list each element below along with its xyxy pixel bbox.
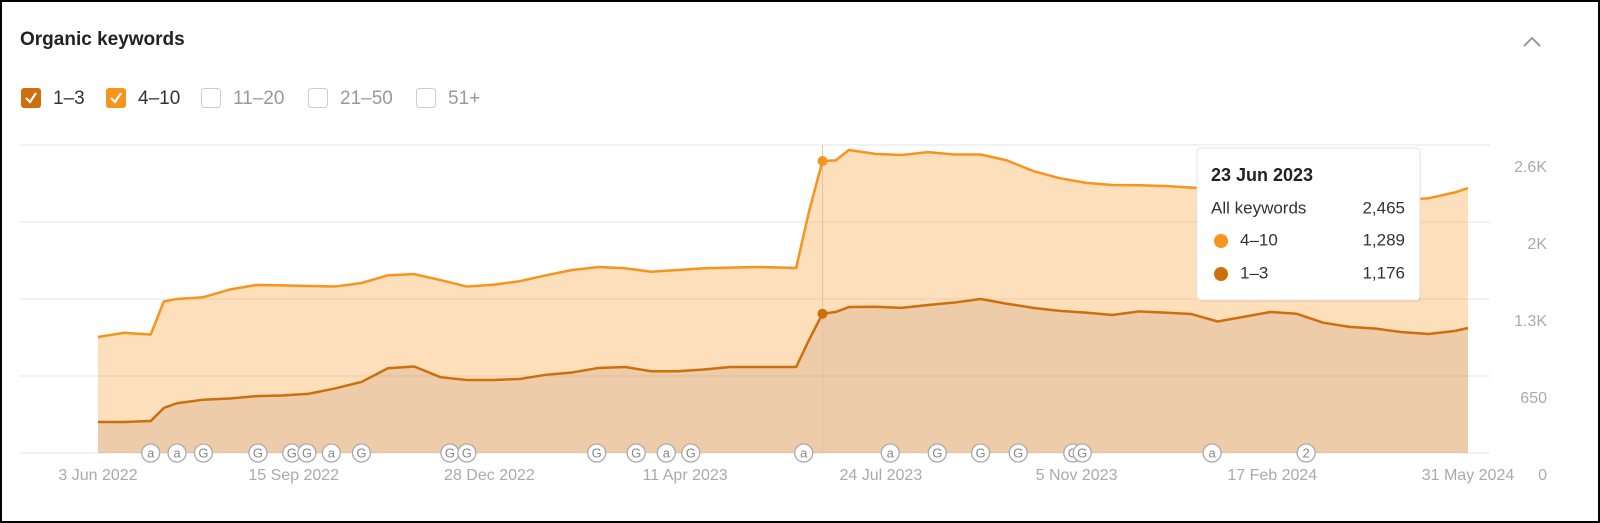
annotation-label: a bbox=[887, 445, 895, 460]
tooltip-swatch bbox=[1214, 234, 1228, 248]
annotation-label: G bbox=[1077, 445, 1087, 460]
tooltip-label: 1–3 bbox=[1240, 263, 1268, 282]
annotation-label: G bbox=[302, 445, 312, 460]
y-tick-label: 1.3K bbox=[1514, 313, 1547, 330]
collapse-button[interactable] bbox=[1523, 36, 1541, 47]
annotation-label: G bbox=[976, 445, 986, 460]
annotation-marker[interactable] bbox=[927, 443, 947, 463]
tooltip-label: 4–10 bbox=[1240, 230, 1278, 249]
legend-check bbox=[110, 92, 122, 104]
chart-title: Organic keywords bbox=[20, 29, 185, 50]
x-tick-label: 5 Nov 2023 bbox=[1036, 467, 1118, 484]
legend-checkbox[interactable] bbox=[416, 88, 436, 108]
annotation-label: a bbox=[328, 445, 336, 460]
annotation-label: G bbox=[445, 445, 455, 460]
annotation-marker[interactable] bbox=[351, 443, 372, 463]
annotation-label: G bbox=[686, 445, 696, 460]
tooltip-box bbox=[1196, 147, 1421, 301]
tooltip-value: 1,289 bbox=[1362, 230, 1405, 249]
annotation-label: G bbox=[198, 445, 208, 460]
annotation-marker[interactable] bbox=[297, 443, 317, 463]
legend-checkbox[interactable] bbox=[308, 88, 328, 108]
annotation-marker[interactable] bbox=[321, 443, 342, 463]
y-tick-label: 0 bbox=[1538, 467, 1547, 484]
legend-label: 11–20 bbox=[233, 88, 284, 109]
x-tick-label: 31 May 2024 bbox=[1422, 467, 1515, 484]
tooltip-label: All keywords bbox=[1211, 198, 1306, 217]
y-tick-label: 2K bbox=[1527, 236, 1547, 253]
legend-checkbox[interactable] bbox=[21, 88, 41, 108]
annotation-marker[interactable] bbox=[681, 443, 701, 463]
hover-dot bbox=[817, 155, 828, 166]
annotation-marker[interactable] bbox=[880, 443, 900, 463]
x-tick-label: 3 Jun 2022 bbox=[58, 467, 137, 484]
annotation-label: a bbox=[147, 445, 155, 460]
legend-checkbox[interactable] bbox=[106, 88, 126, 108]
tooltip-date: 23 Jun 2023 bbox=[1211, 165, 1313, 185]
legend-label: 21–50 bbox=[340, 88, 393, 109]
legend-label: 4–10 bbox=[138, 88, 180, 109]
annotation-marker[interactable] bbox=[193, 443, 214, 463]
annotation-label: G bbox=[932, 445, 942, 460]
annotation-label: G bbox=[287, 445, 297, 460]
tooltip-swatch bbox=[1214, 267, 1228, 281]
annotation-marker[interactable] bbox=[1008, 443, 1028, 463]
line bbox=[98, 297, 1469, 424]
annotation-label: G bbox=[253, 445, 263, 460]
y-tick-label: 2.6K bbox=[1514, 159, 1547, 176]
annotation-label: a bbox=[800, 445, 808, 460]
annotation-marker[interactable] bbox=[626, 443, 646, 463]
x-tick-label: 11 Apr 2023 bbox=[643, 467, 728, 484]
tooltip-value: 1,176 bbox=[1362, 263, 1405, 282]
annotation-label: G bbox=[462, 445, 472, 460]
annotation-marker[interactable] bbox=[970, 443, 991, 463]
annotation-label: a bbox=[663, 445, 671, 460]
annotation-marker[interactable] bbox=[1202, 443, 1222, 463]
annotation-label: G bbox=[1013, 445, 1023, 460]
annotation-marker[interactable] bbox=[587, 443, 607, 463]
legend-check bbox=[25, 92, 37, 104]
annotation-label: a bbox=[173, 445, 181, 460]
x-tick-label: 17 Feb 2024 bbox=[1227, 467, 1317, 484]
annotation-marker[interactable] bbox=[1296, 443, 1316, 463]
area bbox=[98, 149, 1468, 422]
x-tick-label: 24 Jul 2023 bbox=[839, 467, 922, 484]
annotation-label: 2 bbox=[1303, 445, 1310, 460]
x-tick-label: 15 Sep 2022 bbox=[248, 467, 339, 484]
annotation-label: G bbox=[592, 445, 602, 460]
annotation-marker[interactable] bbox=[167, 443, 187, 463]
legend-checkbox[interactable] bbox=[201, 88, 221, 108]
annotation-marker[interactable] bbox=[794, 443, 814, 463]
legend-label: 1–3 bbox=[53, 88, 85, 109]
annotation-label: G bbox=[631, 445, 641, 460]
annotation-label: a bbox=[1208, 445, 1216, 460]
y-tick-label: 650 bbox=[1520, 390, 1547, 407]
x-tick-label: 28 Dec 2022 bbox=[444, 467, 535, 484]
annotation-label: G bbox=[356, 445, 366, 460]
annotation-marker[interactable] bbox=[457, 443, 477, 463]
legend-label: 51+ bbox=[448, 88, 480, 109]
annotation-marker[interactable] bbox=[141, 443, 161, 463]
annotation-marker[interactable] bbox=[656, 443, 676, 463]
tooltip-value: 2,465 bbox=[1362, 198, 1405, 217]
area bbox=[98, 299, 1468, 453]
annotation-marker[interactable] bbox=[248, 443, 268, 463]
annotation-marker[interactable] bbox=[1072, 443, 1092, 463]
hover-dot bbox=[817, 308, 828, 319]
